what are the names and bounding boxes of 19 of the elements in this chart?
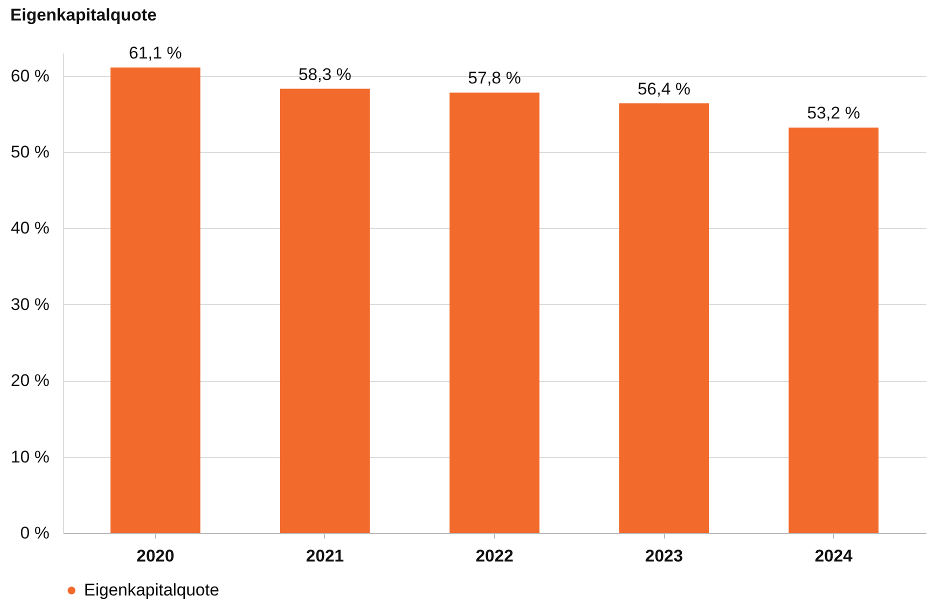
data-label: 58,3 % xyxy=(298,64,352,84)
data-label: 56,4 % xyxy=(638,79,691,98)
x-tick-label: 2022 xyxy=(476,546,514,566)
data-label: 57,8 % xyxy=(468,68,521,88)
y-tick-label: 10 % xyxy=(10,447,50,466)
y-tick-label: 60 % xyxy=(10,66,50,86)
x-tick-label: 2024 xyxy=(814,546,854,566)
x-tick-label: 2021 xyxy=(306,546,344,566)
data-label: 61,1 % xyxy=(128,43,182,62)
y-tick-label: 40 % xyxy=(10,218,50,238)
legend-label: Eigenkapitalquote xyxy=(84,580,220,600)
data-label: 53,2 % xyxy=(807,104,860,123)
y-tick-label: 30 % xyxy=(10,294,50,314)
y-tick-label: 0 % xyxy=(20,524,50,542)
y-tick-label: 20 % xyxy=(10,371,50,390)
chart-title: Eigenkapitalquote xyxy=(10,5,157,24)
x-tick-label: 2023 xyxy=(645,546,683,566)
x-tick-label: 2020 xyxy=(136,546,174,566)
y-tick-label: 50 % xyxy=(10,142,50,162)
